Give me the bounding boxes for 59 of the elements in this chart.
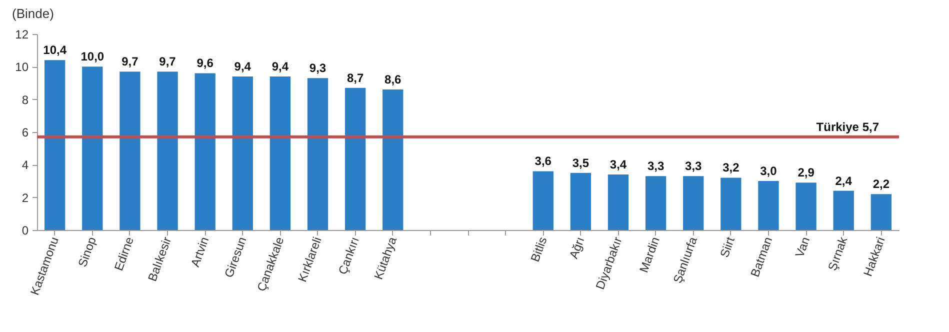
x-tick-label: Mardin: [636, 235, 662, 274]
data-label: 9,4: [234, 59, 252, 74]
x-tick-label: Artvin: [188, 235, 212, 269]
y-tick-label: 8: [22, 92, 29, 107]
bar: [382, 90, 404, 230]
data-label: 3,3: [685, 159, 702, 174]
y-axis-title: (Binde): [12, 6, 54, 21]
y-tick-label: 4: [22, 158, 29, 172]
bar: [194, 73, 216, 230]
x-tick-label: Siirt: [717, 234, 738, 260]
bar: [796, 182, 816, 230]
data-label: 9,3: [309, 61, 326, 76]
bar: [82, 66, 103, 230]
data-label: 3,5: [572, 156, 590, 170]
data-label: 9,4: [272, 59, 289, 74]
bar: [232, 76, 253, 230]
data-label: 2,4: [835, 174, 852, 188]
bar: [344, 88, 366, 230]
data-label: 3,0: [760, 164, 778, 178]
data-label: 2,2: [872, 177, 890, 192]
data-label: 9,7: [159, 54, 176, 69]
data-label: 3,3: [647, 159, 664, 174]
x-tick-label: Edirne: [112, 234, 137, 272]
bar: [307, 78, 328, 230]
y-tick-label: 10: [15, 60, 29, 74]
data-label: 3,6: [534, 154, 552, 168]
bar: [645, 176, 666, 230]
y-tick-label: 6: [22, 126, 29, 140]
bar: [570, 172, 592, 230]
x-tick-label: Çankırı: [336, 235, 362, 276]
x-tick-label: Van: [792, 235, 813, 260]
bar: [157, 72, 178, 230]
x-tick-label: Bitlis: [528, 235, 550, 264]
data-label: 2,9: [798, 166, 815, 180]
data-label: 10,0: [80, 50, 104, 64]
x-tick-label: Şırnak: [825, 234, 851, 272]
bar: [270, 76, 291, 230]
y-tick-label: 12: [15, 28, 29, 42]
bar: [720, 178, 742, 230]
bar: [44, 60, 66, 230]
bar: [758, 181, 779, 230]
y-tick-label: 0: [22, 224, 29, 238]
bar: [683, 176, 704, 230]
x-tick-label: Sinop: [75, 234, 100, 269]
data-label: 3,4: [610, 157, 627, 172]
y-tick-label: 2: [22, 190, 29, 205]
data-label: 8,7: [346, 70, 364, 85]
data-label: 9,6: [196, 56, 214, 70]
bar: [120, 72, 140, 230]
bar: [833, 190, 854, 230]
bar: [870, 194, 892, 230]
bar: [532, 171, 554, 230]
data-label: 8,6: [384, 72, 402, 87]
data-label: 10,4: [43, 43, 67, 58]
data-label: 9,7: [122, 54, 139, 69]
bar: [608, 174, 629, 230]
data-label: 3,2: [722, 160, 740, 175]
x-tick-label: Ağrı: [566, 235, 588, 261]
ref-line-label: Türkiye 5,7: [816, 120, 880, 134]
